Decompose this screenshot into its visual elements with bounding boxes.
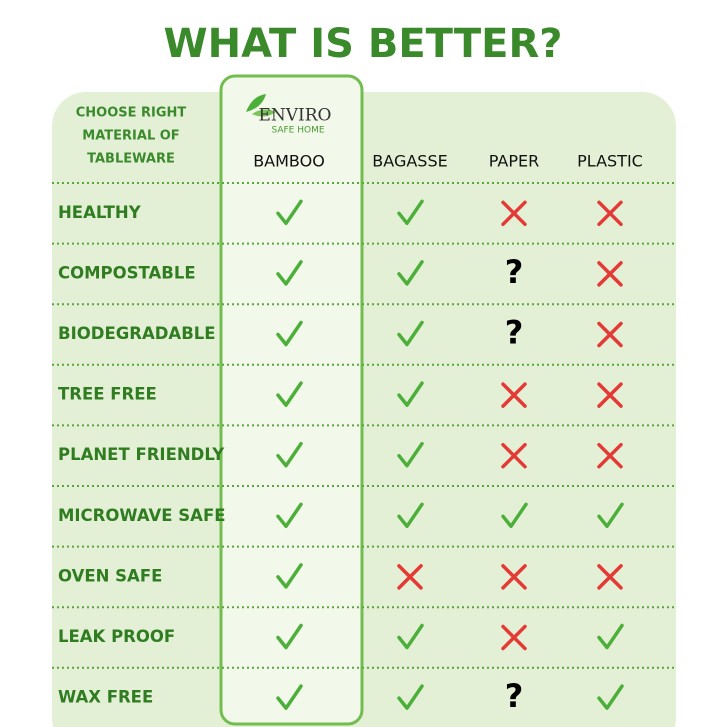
cross-icon — [597, 200, 623, 227]
row-label: OVEN SAFE — [58, 566, 162, 585]
check-icon — [276, 563, 303, 589]
unknown-mark: ? — [505, 253, 524, 291]
logo-tagline: SAFE HOME — [271, 126, 324, 136]
check-icon — [597, 684, 624, 710]
panel — [52, 92, 676, 727]
check-icon — [397, 381, 424, 407]
check-icon — [397, 320, 424, 347]
check-icon — [397, 684, 424, 710]
check-icon — [397, 502, 424, 529]
check-icon — [597, 502, 624, 529]
row-label: COMPOSTABLE — [58, 263, 196, 282]
column-header: BAGASSE — [372, 152, 447, 171]
check-icon — [276, 199, 303, 226]
title: WHAT IS BETTER? — [164, 21, 563, 67]
unknown-mark: ? — [505, 314, 524, 352]
cross-icon — [597, 564, 623, 590]
logo: ENVIRO SAFE HOME — [246, 94, 332, 136]
row-label: TREE FREE — [58, 385, 157, 404]
check-icon — [276, 260, 303, 286]
column-header: PLASTIC — [577, 152, 643, 171]
check-icon — [397, 623, 424, 650]
check-icon — [276, 320, 303, 347]
check-icon — [276, 441, 303, 468]
check-icon — [276, 684, 303, 710]
logo-name: ENVIRO — [258, 106, 331, 126]
row-label: WAX FREE — [58, 688, 153, 707]
corner-label: MATERIAL OF — [82, 129, 179, 144]
leaf — [252, 109, 276, 117]
cross-icon — [501, 442, 527, 469]
leaf — [246, 94, 266, 112]
row-label: LEAK PROOF — [58, 627, 175, 646]
check-icon — [501, 502, 528, 529]
cross-icon — [597, 382, 623, 408]
cross-icon — [597, 321, 623, 348]
row-label: BIODEGRADABLE — [58, 324, 216, 343]
check-icon — [276, 623, 303, 650]
column-header: PAPER — [489, 152, 539, 171]
check-icon — [276, 381, 303, 407]
check-icon — [397, 199, 424, 226]
column-header: BAMBOO — [253, 152, 325, 171]
row-label: HEALTHY — [58, 203, 142, 222]
cross-icon — [397, 564, 423, 590]
cross-icon — [501, 624, 527, 651]
check-icon — [397, 441, 424, 468]
cross-icon — [597, 442, 623, 469]
check-icon — [276, 502, 303, 529]
cross-icon — [501, 200, 527, 227]
check-icon — [597, 623, 624, 650]
cross-icon — [501, 564, 527, 590]
row-label: PLANET FRIENDLY — [58, 445, 225, 464]
corner-label: TABLEWARE — [87, 152, 175, 167]
cross-icon — [597, 261, 623, 287]
check-icon — [397, 260, 424, 286]
corner-label: CHOOSE RIGHT — [76, 106, 187, 121]
cross-icon — [501, 382, 527, 408]
row-label: MICROWAVE SAFE — [58, 506, 226, 525]
unknown-mark: ? — [505, 677, 524, 715]
